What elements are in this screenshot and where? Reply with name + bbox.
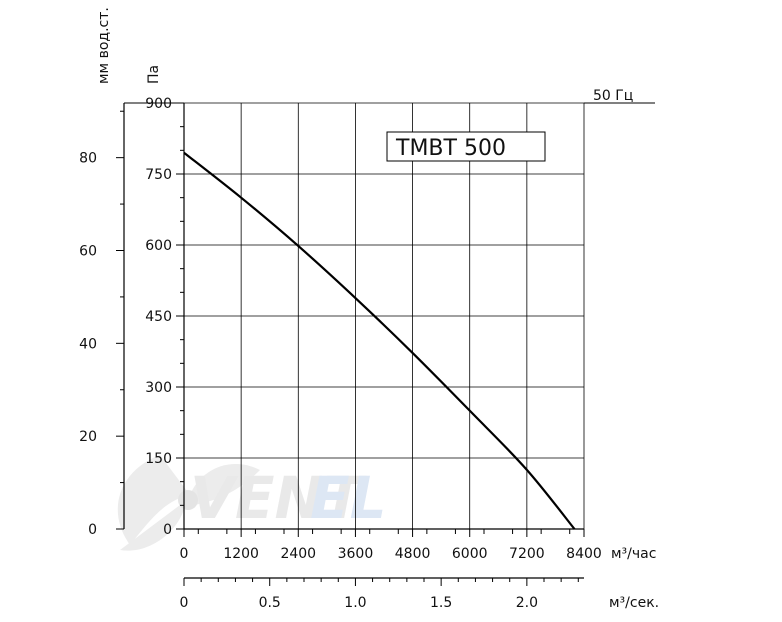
chart-title: TMBT 500 [395,136,506,161]
pa-tick-label: 750 [145,167,172,183]
plot-grid [184,102,585,529]
x-tick-label-m3h: 8400 [566,546,602,562]
mm-tick-label: 80 [79,151,97,167]
x-tick-label-m3s: 2.0 [516,595,538,611]
x-tick-label-m3h: 0 [180,546,189,562]
mm-tick-label: 60 [79,243,97,259]
frequency-label: 50 Гц [593,88,633,104]
fan-blade-icon [117,455,260,551]
mm-tick-label: 0 [88,522,97,538]
pa-tick-label: 600 [145,238,172,254]
mm-axis-unit: мм вод.ст. [96,7,112,84]
watermark-logo: VENT EL [117,455,387,551]
x-tick-label-m3h: 3600 [338,546,374,562]
pa-tick-label: 150 [145,451,172,467]
x-tick-label-m3h: 4800 [395,546,431,562]
x-tick-label-m3s: 0.5 [259,595,281,611]
axis-ticks [116,102,585,586]
pa-tick-label: 450 [145,309,172,325]
pa-tick-label: 900 [145,96,172,112]
axis-tick-labels: 0 1200 2400 3600 4800 6000 7200 840090075060045… [79,96,602,611]
x-tick-label-m3s: 0 [180,595,189,611]
x-tick-label-m3h: 2400 [280,546,316,562]
x-axis-unit-m3s: м³/сек. [609,595,659,611]
pa-tick-label: 0 [163,522,172,538]
performance-curve [183,151,576,530]
pa-tick-label: 300 [145,380,172,396]
watermark-text-dark: VENT [190,464,367,532]
mm-tick-label: 40 [79,336,97,352]
watermark-text-blue: EL [310,464,387,532]
x-axis-unit-m3h: м³/час [611,546,656,562]
x-tick-label-m3h: 1200 [223,546,259,562]
x-tick-label-m3h: 7200 [509,546,545,562]
x-tick-label-m3h: 6000 [452,546,488,562]
model-box-frame [386,131,546,162]
x-tick-label-m3s: 1.0 [344,595,366,611]
model-label-box: TMBT 500 [386,131,546,162]
x-tick-label-m3s: 1.5 [430,595,452,611]
pa-axis-unit: Па [146,65,162,84]
mm-tick-label: 20 [79,429,97,445]
